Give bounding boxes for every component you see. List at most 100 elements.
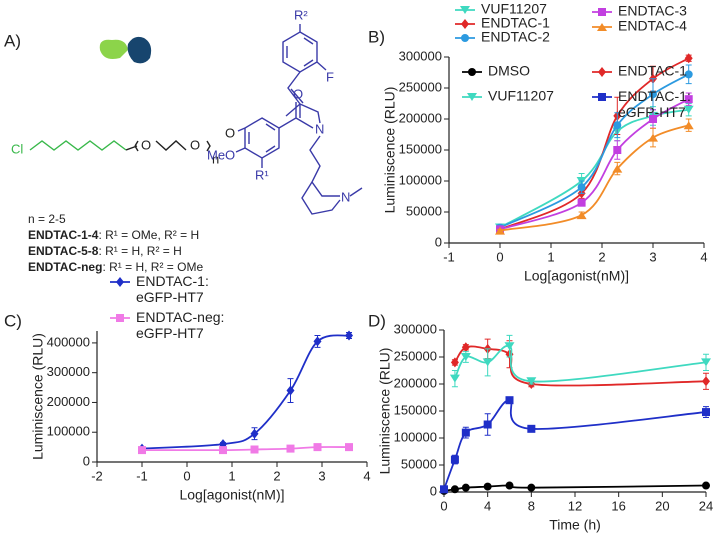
caption: ENDTAC-neg: R¹ = H, R² = OMe (28, 260, 203, 274)
legend-label: ENDTAC-1 (618, 63, 687, 79)
y-tick-label: 150000 (399, 141, 442, 156)
marker (649, 115, 657, 123)
marker (495, 226, 505, 235)
y-tick-label: 200000 (47, 394, 90, 409)
x-axis-title: Log[agonist(nM)] (179, 487, 284, 503)
x-tick-label: -2 (91, 468, 103, 483)
marker (461, 428, 470, 437)
marker (598, 67, 606, 77)
y-tick-label: 0 (435, 234, 442, 249)
legend-label: ENDTAC-3 (618, 3, 687, 19)
marker (684, 70, 693, 79)
atom: F (326, 69, 334, 84)
marker (702, 408, 710, 417)
y-tick-label: 200000 (399, 110, 442, 125)
marker (219, 446, 227, 455)
marker (460, 6, 470, 14)
fit-line (499, 57, 690, 231)
marker (440, 485, 448, 494)
y-tick-label: 300000 (47, 364, 90, 379)
x-axis-title: Log[agonist(nM)] (524, 268, 629, 284)
marker (577, 198, 586, 207)
y-tick-label: 250000 (399, 79, 442, 94)
marker (684, 53, 693, 64)
bracket (206, 140, 211, 152)
marker (483, 482, 492, 491)
marker (613, 121, 622, 130)
legend-label: VUF11207 (488, 88, 554, 104)
marker (116, 314, 124, 322)
marker (461, 34, 469, 42)
x-tick-label: 3 (649, 249, 656, 264)
marker (483, 420, 492, 429)
legend-label: ENDTAC-1: eGFP-HT7 (136, 273, 209, 305)
marker (250, 428, 259, 439)
marker (286, 385, 295, 396)
y-tick-label: 0 (83, 453, 90, 468)
x-tick-label: 8 (528, 498, 535, 513)
marker (702, 376, 710, 387)
marker (450, 455, 459, 464)
caption: ENDTAC-5-8: R¹ = H, R² = H (28, 244, 182, 258)
marker (138, 446, 146, 455)
marker (461, 342, 470, 353)
atom: O (293, 86, 303, 101)
caption-text: : R¹ = H, R² = H (98, 244, 181, 258)
marker (461, 483, 470, 492)
marker (461, 19, 469, 29)
caption-text: : R¹ = OMe, R² = H (98, 228, 199, 242)
marker (613, 146, 622, 154)
marker (313, 443, 322, 452)
y-tick-label: 100000 (394, 429, 437, 444)
marker (527, 483, 536, 492)
marker (468, 68, 476, 76)
legend-label: DMSO (488, 63, 530, 79)
marker (684, 95, 693, 104)
marker (449, 374, 460, 383)
bond (29, 140, 127, 151)
y-tick-label: 250000 (394, 348, 437, 363)
compound-name: ENDTAC-5-8 (28, 244, 99, 258)
structure: Cl O O n O MeO R¹ O N N F R² n = 2-5 END… (11, 7, 363, 274)
compound-name: ENDTAC-1-4 (28, 228, 99, 242)
marker (450, 357, 459, 368)
marker (576, 211, 587, 220)
caption: ENDTAC-1-4: R¹ = OMe, R² = H (28, 228, 199, 242)
marker (467, 93, 477, 101)
marker (250, 445, 259, 454)
legend-label: ENDTAC-2 (481, 29, 550, 45)
y-tick-label: 300000 (399, 48, 442, 63)
atom: R¹ (255, 167, 269, 182)
atom: O (141, 137, 151, 152)
x-tick-label: 0 (183, 468, 190, 483)
marker (598, 8, 606, 16)
y-tick-label: 400000 (47, 334, 90, 349)
x-tick-label: 0 (440, 498, 447, 513)
legend-label: VUF11207 (481, 1, 547, 17)
marker (649, 90, 657, 99)
y-tick-label: 0 (430, 483, 437, 498)
legend-label: ENDTAC-1 (481, 15, 550, 31)
marker (598, 93, 606, 101)
y-tick-label: 100000 (399, 172, 442, 187)
panel-label: B) (368, 27, 385, 46)
bond (155, 140, 187, 151)
marker (116, 277, 124, 287)
panel-label: D) (368, 311, 386, 330)
x-tick-label: 3 (318, 468, 325, 483)
marker (597, 23, 607, 31)
marker (505, 481, 514, 490)
atom: n (212, 151, 219, 166)
y-tick-label: 300000 (394, 321, 437, 336)
x-axis-title: Time (h) (549, 517, 601, 533)
atom: Cl (11, 141, 23, 156)
fit-line (499, 108, 689, 229)
atom: N (341, 189, 350, 204)
ligand-icon (99, 39, 128, 59)
x-tick-label: 24 (699, 498, 713, 513)
x-tick-label: 20 (655, 498, 669, 513)
x-tick-label: 2 (273, 468, 280, 483)
x-tick-label: 1 (547, 249, 554, 264)
marker (648, 133, 658, 142)
